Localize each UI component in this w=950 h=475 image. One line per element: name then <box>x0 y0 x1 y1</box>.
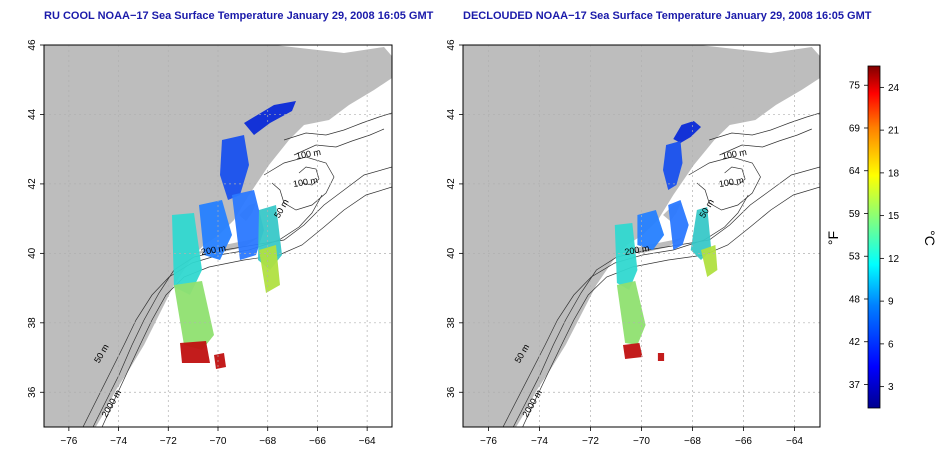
longitude-tick-label: −76 <box>480 436 497 447</box>
sst-swath-patch <box>232 190 264 260</box>
contour-label: 100 m <box>718 175 744 189</box>
celsius-tick: 15 <box>888 211 900 222</box>
longitude-tick-label: −74 <box>531 436 548 447</box>
sst-swath-patch <box>690 207 712 260</box>
fahrenheit-tick: 59 <box>849 209 861 220</box>
bathymetry-contour <box>263 156 335 211</box>
sst-swath-patch <box>663 141 683 190</box>
celsius-tick: 21 <box>888 126 900 137</box>
bathymetry-contour <box>283 112 392 141</box>
bathymetry-contour <box>724 166 746 186</box>
bathymetry-contour <box>719 128 812 156</box>
latitude-tick-label: 36 <box>446 386 457 398</box>
longitude-tick-label: −66 <box>309 436 326 447</box>
latitude-tick-label: 40 <box>446 247 457 259</box>
longitude-tick-label: −72 <box>160 436 177 447</box>
latitude-tick-label: 44 <box>446 108 457 120</box>
sst-swath-patch <box>259 245 280 293</box>
longitude-tick-label: −68 <box>684 436 701 447</box>
sst-swath-patch <box>637 210 665 250</box>
sst-swath-patch <box>199 200 232 260</box>
contour-label: 100 m <box>295 147 321 161</box>
fahrenheit-label: °F <box>825 231 841 245</box>
sst-swath-patch <box>220 135 249 200</box>
contour-label: 100 m <box>721 147 747 161</box>
contour-label: 100 m <box>292 175 318 189</box>
fahrenheit-tick: 69 <box>849 123 861 134</box>
contour-label: 200 m <box>200 243 226 257</box>
fahrenheit-tick: 75 <box>849 81 861 92</box>
bathymetry-contour <box>502 194 749 427</box>
sst-swath-patch <box>657 353 665 361</box>
celsius-tick: 6 <box>888 339 894 350</box>
contour-label: 200 m <box>624 243 650 257</box>
sst-swath-patch <box>614 223 638 290</box>
longitude-tick-label: −70 <box>633 436 650 447</box>
latitude-tick-label: 42 <box>27 178 38 190</box>
longitude-tick-label: −74 <box>110 436 127 447</box>
longitude-tick-label: −72 <box>582 436 599 447</box>
right-map-title: DECLOUDED NOAA−17 Sea Surface Temperatur… <box>463 10 872 22</box>
longitude-tick-label: −76 <box>60 436 77 447</box>
longitude-tick-label: −70 <box>210 436 227 447</box>
latitude-tick-label: 40 <box>27 247 38 259</box>
celsius-tick: 9 <box>888 297 894 308</box>
latitude-tick-label: 42 <box>446 178 457 190</box>
fahrenheit-tick: 42 <box>849 337 861 348</box>
sst-swath-patch <box>623 343 643 359</box>
fahrenheit-tick: 48 <box>849 294 861 305</box>
sst-swath-patch <box>214 353 226 369</box>
latitude-tick-label: 38 <box>27 317 38 329</box>
bathymetry-contour <box>298 166 320 186</box>
bathymetry-contour <box>709 112 820 141</box>
sst-swath-patch <box>673 121 701 143</box>
celsius-label: °C <box>922 230 938 246</box>
sst-swath-patch <box>616 281 646 345</box>
bathymetry-contour <box>101 186 392 427</box>
celsius-tick: 18 <box>888 168 900 179</box>
fahrenheit-tick: 53 <box>849 252 861 263</box>
sst-swath-patch <box>701 245 718 277</box>
longitude-tick-label: −68 <box>259 436 276 447</box>
longitude-tick-label: −64 <box>359 436 376 447</box>
latitude-tick-label: 38 <box>446 317 457 329</box>
latitude-tick-label: 46 <box>446 39 457 51</box>
longitude-tick-label: −64 <box>786 436 803 447</box>
fahrenheit-tick: 64 <box>849 166 861 177</box>
colorbar-gradient <box>867 65 881 409</box>
celsius-tick: 24 <box>888 83 900 94</box>
sst-swath-patch <box>172 213 202 295</box>
fahrenheit-tick: 37 <box>849 380 861 391</box>
latitude-tick-label: 36 <box>27 386 38 398</box>
latitude-tick-label: 44 <box>27 108 38 120</box>
bathymetry-contour <box>688 156 761 211</box>
celsius-tick: 12 <box>888 254 900 265</box>
celsius-tick: 3 <box>888 382 894 393</box>
longitude-tick-label: −66 <box>735 436 752 447</box>
bathymetry-contour <box>293 128 385 156</box>
sst-swath-patch <box>180 341 210 363</box>
latitude-tick-label: 46 <box>27 39 38 51</box>
sst-swath-patch <box>174 281 214 350</box>
sst-swath-patch <box>244 101 296 135</box>
left-map-title: RU COOL NOAA−17 Sea Surface Temperature … <box>44 10 434 22</box>
sst-swath-patch <box>668 200 689 250</box>
